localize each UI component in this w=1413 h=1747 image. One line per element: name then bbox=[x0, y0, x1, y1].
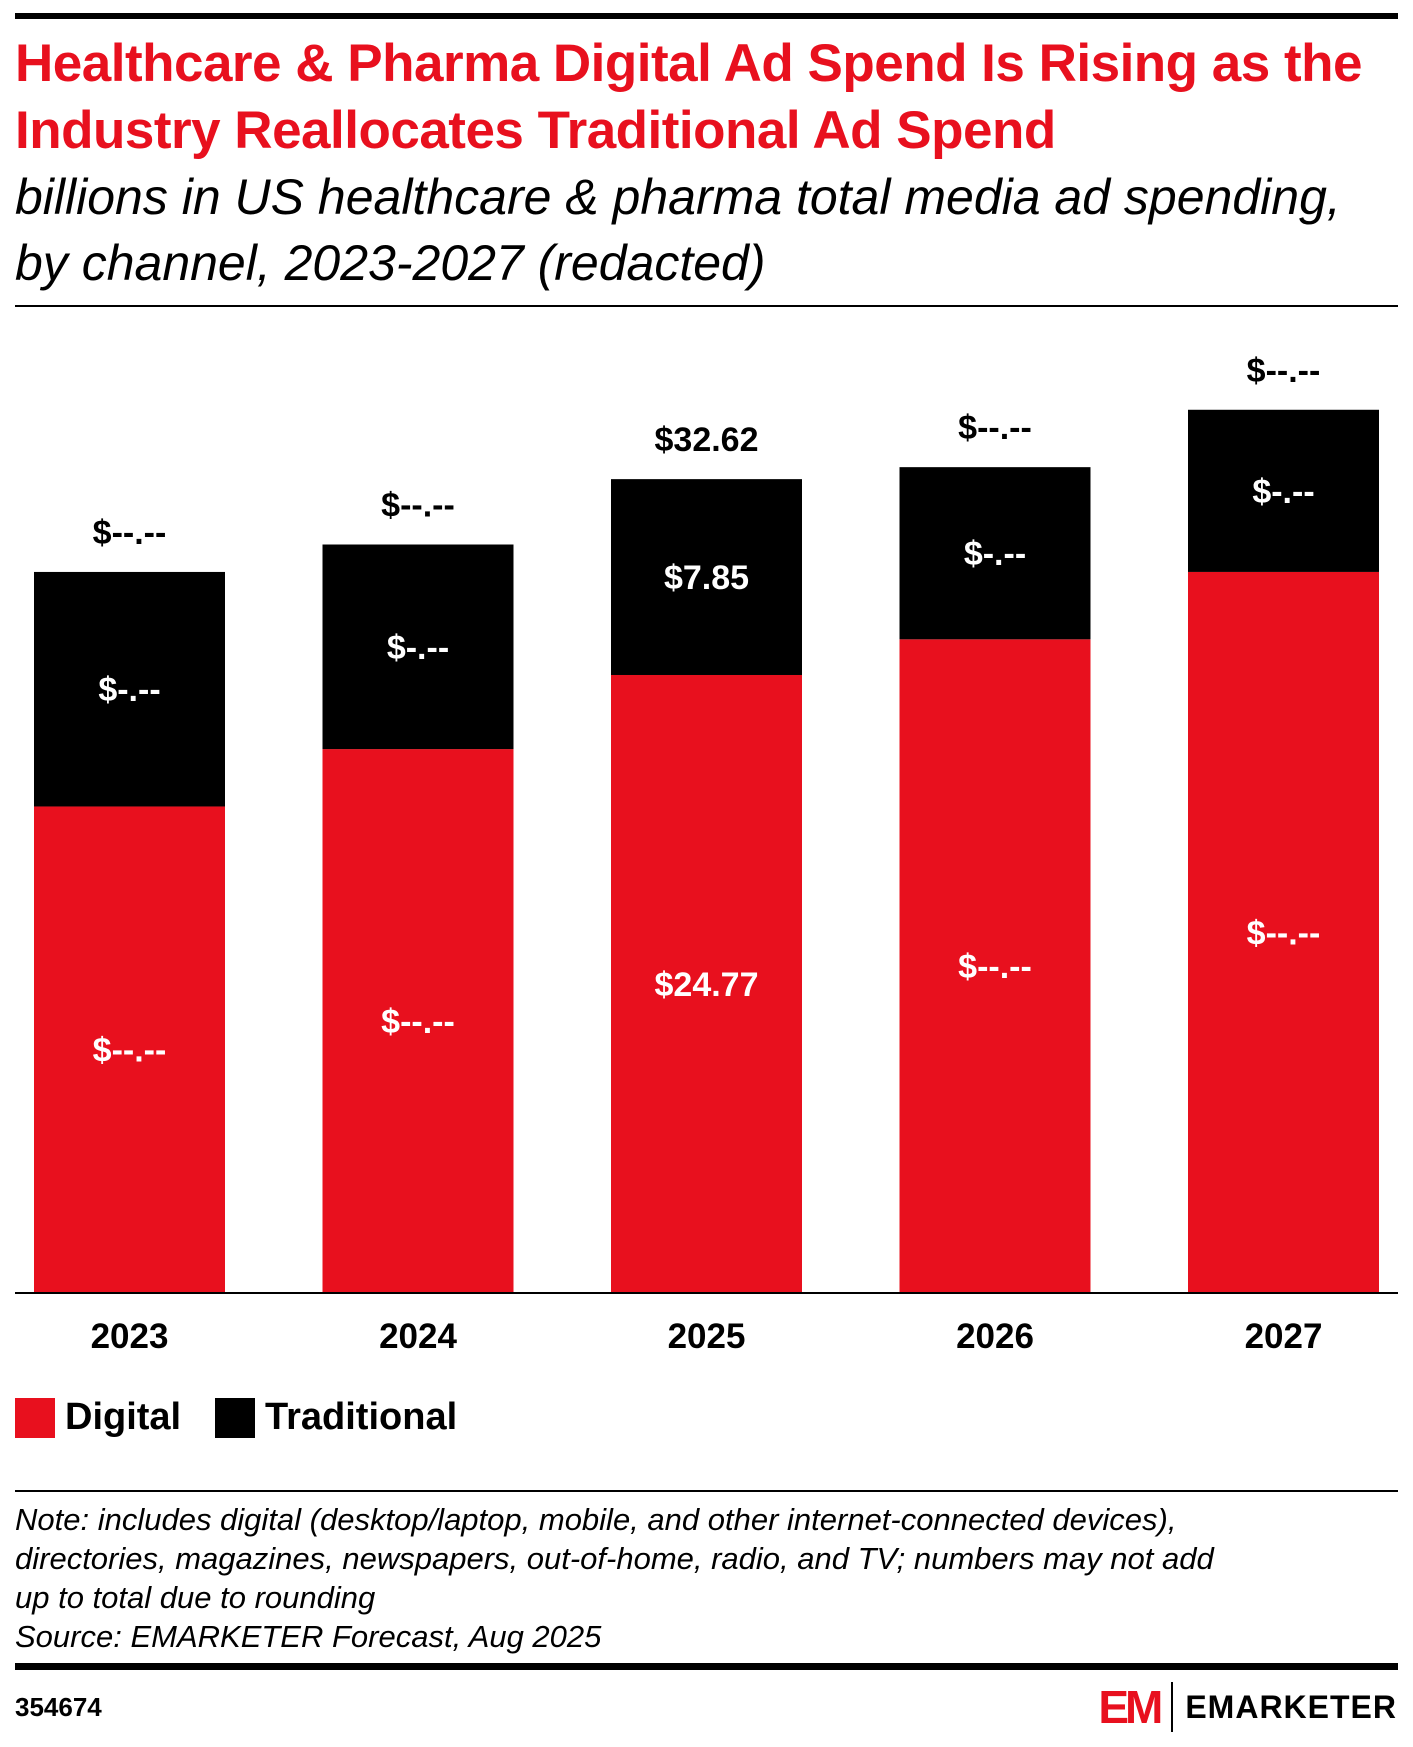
bar-digital-2027 bbox=[1188, 571, 1379, 1293]
x-tick-label: 2027 bbox=[1245, 1317, 1323, 1356]
bottom-rule bbox=[15, 1663, 1398, 1670]
note-rule bbox=[15, 1490, 1398, 1492]
data-label-traditional: $7.85 bbox=[664, 559, 749, 597]
chart-title: Healthcare & Pharma Digital Ad Spend Is … bbox=[15, 34, 1362, 160]
data-label-traditional: $-.-- bbox=[964, 535, 1026, 573]
bar-traditional-2024 bbox=[322, 544, 514, 750]
emarketer-logo: EM EMARKETER bbox=[1098, 1680, 1397, 1734]
legend-traditional: Traditional bbox=[215, 1396, 457, 1439]
header-rule bbox=[15, 305, 1398, 307]
data-label-traditional: $-.-- bbox=[98, 671, 160, 709]
chart-subtitle: billions in US healthcare & pharma total… bbox=[15, 169, 1341, 291]
chart-id: 354674 bbox=[15, 1692, 102, 1722]
logo-mark: EM bbox=[1098, 1681, 1163, 1733]
data-label-digital: $--.-- bbox=[958, 948, 1032, 986]
source-line: Source: EMARKETER Forecast, Aug 2025 bbox=[15, 1619, 602, 1654]
total-label: $--.-- bbox=[381, 487, 455, 525]
data-label-digital: $--.-- bbox=[93, 1032, 167, 1070]
bar-traditional-2025 bbox=[611, 479, 802, 675]
legend-label: Digital bbox=[65, 1396, 182, 1438]
data-label-traditional: $-.-- bbox=[1252, 473, 1314, 511]
logo-divider bbox=[1171, 1682, 1174, 1732]
total-label: $--.-- bbox=[958, 409, 1032, 447]
data-label-digital: $--.-- bbox=[1247, 914, 1321, 952]
bar-digital-2024 bbox=[322, 749, 514, 1293]
note-line: up to total due to rounding bbox=[15, 1580, 376, 1615]
bar-traditional-2027 bbox=[1188, 409, 1379, 572]
x-tick-label: 2023 bbox=[91, 1317, 169, 1356]
data-label-digital: $24.77 bbox=[655, 966, 759, 1004]
stacked-bar-chart: $--.-- $-.-- $--.-- 2023 $--.-- $-.-- $--.-- 20… bbox=[15, 352, 1398, 1356]
legend-label: Traditional bbox=[265, 1396, 458, 1438]
x-tick-label: 2025 bbox=[668, 1317, 746, 1356]
total-label: $32.62 bbox=[655, 421, 759, 459]
bar-digital-2023 bbox=[34, 806, 225, 1293]
legend-digital: Digital bbox=[15, 1396, 181, 1439]
legend-swatch-traditional bbox=[215, 1397, 255, 1438]
x-tick-label: 2024 bbox=[379, 1317, 457, 1356]
top-rule bbox=[15, 13, 1398, 19]
bar-traditional-2026 bbox=[899, 467, 1091, 640]
x-tick-label: 2026 bbox=[956, 1317, 1034, 1356]
bar-digital-2025 bbox=[611, 674, 802, 1293]
data-label-digital: $--.-- bbox=[381, 1003, 455, 1041]
bar-digital-2026 bbox=[899, 639, 1091, 1293]
bar-traditional-2023 bbox=[34, 571, 225, 807]
data-label-traditional: $-.-- bbox=[387, 629, 449, 667]
note-line: Note: includes digital (desktop/laptop, … bbox=[15, 1502, 1177, 1537]
x-axis-line bbox=[15, 1292, 1398, 1294]
logo-wordmark: EMARKETER bbox=[1185, 1688, 1397, 1725]
total-label: $--.-- bbox=[93, 514, 167, 552]
note-line: directories, magazines, newspapers, out-… bbox=[15, 1541, 1214, 1576]
note: Note: includes digital (desktop/laptop, … bbox=[15, 1500, 1405, 1656]
total-label: $--.-- bbox=[1247, 352, 1321, 390]
legend-swatch-digital bbox=[15, 1397, 55, 1438]
